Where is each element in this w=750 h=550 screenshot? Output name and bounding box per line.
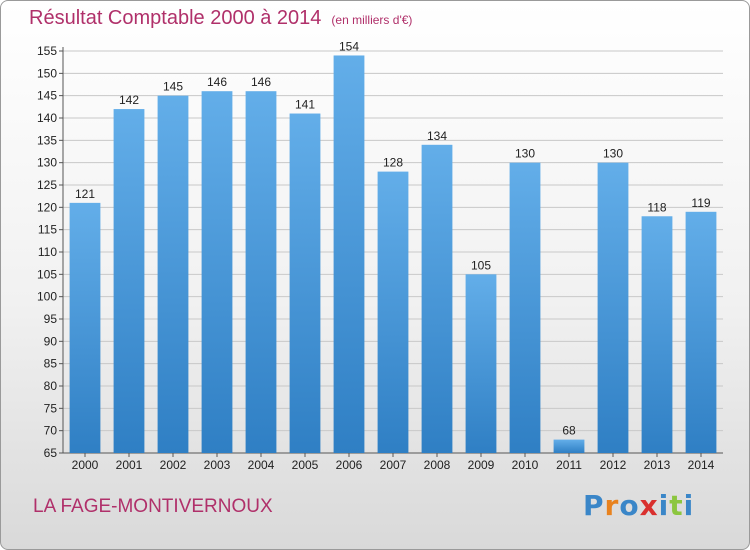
data-label-2013: 118 (647, 200, 666, 214)
bar-2009 (465, 274, 497, 453)
y-tick-label: 110 (38, 245, 57, 259)
y-tick-label: 80 (44, 379, 58, 393)
logo-letter: i (658, 489, 670, 522)
data-label-2005: 141 (295, 98, 315, 112)
x-tick-label-2012: 2012 (600, 458, 627, 471)
y-tick-label: 125 (37, 178, 57, 192)
y-tick-label: 95 (44, 312, 58, 326)
data-label-2003: 146 (207, 75, 227, 89)
data-label-2007: 128 (383, 156, 403, 170)
bar-2006 (333, 55, 365, 453)
logo-letter: t (669, 489, 684, 522)
y-tick-label: 135 (37, 133, 57, 147)
y-tick-label: 150 (37, 66, 57, 80)
bars (69, 55, 717, 454)
data-label-2009: 105 (471, 258, 491, 272)
bar-2004 (245, 91, 277, 453)
logo-letter: o (619, 489, 640, 522)
bar-2013 (641, 216, 673, 453)
bar-2000 (69, 202, 101, 453)
x-tick-label-2003: 2003 (204, 458, 231, 471)
x-tick-label-2002: 2002 (160, 458, 187, 471)
bar-2003 (201, 91, 233, 453)
x-tick-label-2000: 2000 (72, 458, 99, 471)
logo-letter: P (583, 489, 605, 522)
x-tick-label-2007: 2007 (380, 458, 407, 471)
chart-title-text: Résultat Comptable 2000 à 2014 (29, 7, 322, 29)
logo-letter: r (604, 489, 620, 522)
data-label-2011: 68 (562, 424, 576, 438)
commune-name: LA FAGE-MONTIVERNOUX (33, 496, 273, 517)
y-tick-label: 130 (37, 156, 57, 170)
bar-2010 (509, 162, 541, 453)
bar-2001 (113, 109, 145, 454)
x-tick-label-2004: 2004 (248, 458, 275, 471)
logo-letter: x (639, 489, 659, 522)
bar-2014 (685, 211, 717, 453)
bar-2002 (157, 95, 189, 454)
data-label-2002: 145 (163, 80, 183, 94)
data-label-2004: 146 (251, 75, 271, 89)
x-tick-label-2006: 2006 (336, 458, 363, 471)
x-tick-label-2008: 2008 (424, 458, 451, 471)
x-tick-label-2001: 2001 (116, 458, 143, 471)
y-tick-label: 65 (44, 446, 58, 460)
y-tick-label: 120 (37, 200, 57, 214)
y-tick-label: 85 (44, 357, 58, 371)
chart-title: Résultat Comptable 2000 à 2014 (en millie… (29, 7, 412, 30)
x-tick-label-2010: 2010 (512, 458, 539, 471)
data-labels: 121 142 145 146 146 141 154 128 134 105 130 68 130 11… (75, 39, 711, 437)
data-label-2014: 119 (691, 196, 710, 210)
x-tick-label-2011: 2011 (556, 458, 582, 471)
data-label-2012: 130 (603, 147, 623, 161)
x-tick-label-2014: 2014 (688, 458, 715, 471)
chart-unit: (en milliers d'€) (331, 13, 413, 27)
proxiti-logo: Proxiti (583, 489, 694, 522)
y-tick-label: 90 (44, 334, 58, 348)
data-label-2006: 154 (339, 39, 359, 53)
y-tick-label: 105 (37, 267, 57, 281)
bar-2011 (553, 439, 585, 453)
y-tick-label: 100 (37, 290, 57, 304)
y-tick-label: 70 (44, 424, 58, 438)
y-tick-label: 145 (37, 89, 57, 103)
y-tick-label: 155 (37, 44, 57, 58)
bar-2005 (289, 113, 321, 454)
x-tick-label-2009: 2009 (468, 458, 495, 471)
data-label-2000: 121 (75, 187, 95, 201)
x-tick-label-2005: 2005 (292, 458, 319, 471)
y-tick-label: 140 (37, 111, 57, 125)
data-label-2008: 134 (427, 129, 447, 143)
x-tick-label-2013: 2013 (644, 458, 671, 471)
y-tick-label: 75 (44, 401, 58, 415)
bar-chart: 65 70 75 80 85 90 95 100 105 110 115 120 125 130 135 14… (37, 39, 723, 471)
data-label-2001: 142 (119, 93, 139, 107)
y-tick-label: 115 (38, 223, 57, 237)
bar-2012 (597, 162, 629, 453)
bar-2007 (377, 171, 409, 453)
data-label-2010: 130 (515, 147, 535, 161)
bar-2008 (421, 144, 453, 454)
logo-letter: i (683, 489, 695, 522)
